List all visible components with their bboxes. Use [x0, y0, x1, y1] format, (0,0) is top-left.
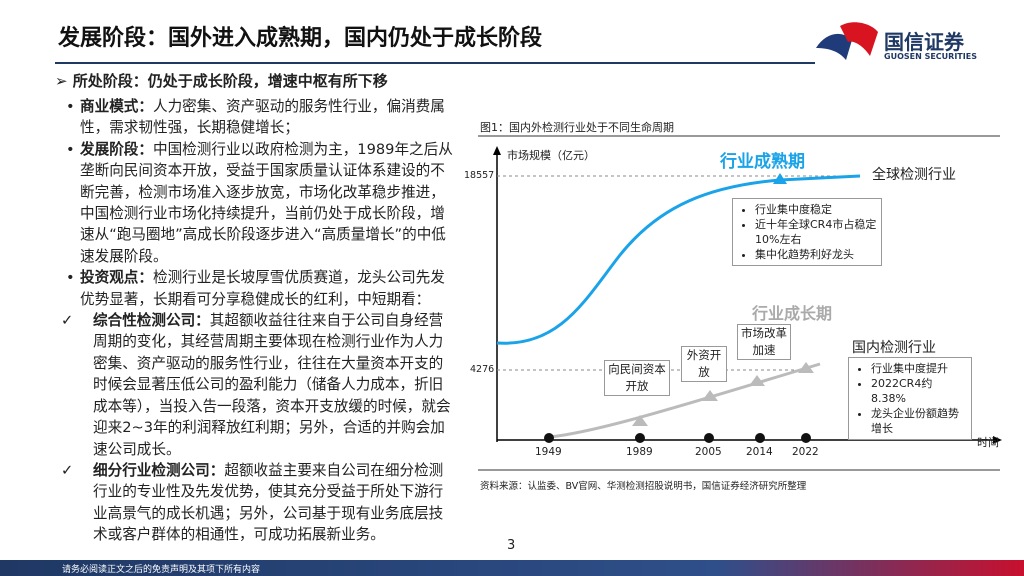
phase-label: 行业成长期 — [752, 304, 833, 323]
paragraph-text: 人力密集、资产驱动的服务性行业，偏消费属性，需求韧性强，长期稳健增长； — [80, 98, 445, 137]
paragraph: ✓ 细分行业检测公司：超额收益主要来自公司在细分检测行业的专业性及先发优势，使其充… — [55, 460, 455, 546]
paragraph: ✓ 综合性检测公司：其超额收益往往来自于公司自身经营周期的变化，其经营周期主要体现… — [55, 310, 455, 460]
y-tick-label: 4276 — [470, 364, 495, 375]
paragraph-text: 中国检测行业以政府检测为主，1989年之后从垄断向民间资本开放，受益于国家质量认… — [80, 140, 453, 265]
logo-text-en: GUOSEN SECURITIES — [884, 52, 977, 61]
phase-label: 行业成熟期 — [720, 152, 805, 172]
text-column: • 商业模式：人力密集、资产驱动的服务性行业，偏消费属性，需求韧性强，长期稳健增长… — [55, 96, 455, 546]
paragraph-label: 综合性检测公司： — [93, 312, 210, 330]
curve-label: 全球检测行业 — [872, 167, 956, 183]
paragraph-text: 其超额收益往往来自于公司自身经营周期的变化，其经营周期主要体现在检测行业作为人力… — [93, 312, 451, 458]
paragraph-label: 投资观点： — [80, 269, 153, 287]
paragraph-label: 发展阶段： — [80, 140, 153, 158]
note: 行业集中度稳定 — [755, 202, 877, 217]
x-axis-label: 时间 — [977, 436, 999, 449]
paragraph-text: 检测行业是长坡厚雪优质赛道，龙头公司先发优势显著，长期看可分享稳健成长的红利，中… — [80, 269, 445, 308]
paragraph-label: 商业模式： — [80, 98, 153, 115]
note: 近十年全球CR4市占稳定10%左右 — [755, 217, 877, 247]
milestone: 向民间资本开放 — [604, 360, 670, 396]
bullet-marker: • — [66, 140, 75, 158]
x-tick-label: 1989 — [626, 446, 653, 458]
disclaimer: 请务必阅读正文之后的免责声明及其项下所有内容 — [62, 565, 261, 575]
curve-label: 国内检测行业 — [852, 340, 936, 356]
bullet-marker: • — [66, 269, 75, 287]
paragraph-text: 超额收益主要来自公司在细分检测行业的专业性及先发优势，使其充分受益于所处下游行业… — [93, 461, 444, 544]
milestone: 外资开放 — [681, 346, 727, 382]
logo-mark — [816, 22, 878, 60]
bullet-marker: ✓ — [61, 461, 74, 479]
heading-text: 所处阶段：仍处于成长阶段，增速中枢有所下移 — [72, 72, 388, 90]
title: 发展阶段：国外进入成熟期，国内仍处于成长阶段 — [58, 26, 543, 51]
note: 龙头企业份额趋势增长 — [871, 406, 967, 436]
logo-text: 国信证券 — [884, 30, 964, 54]
bullet-marker: ✓ — [61, 312, 74, 330]
paragraph: • 投资观点：检测行业是长坡厚雪优质赛道，龙头公司先发优势显著，长期看可分享稳健成… — [55, 267, 455, 310]
page-number: 3 — [507, 538, 516, 553]
note: 集中化趋势利好龙头 — [755, 247, 877, 262]
x-tick-label: 2022 — [792, 446, 819, 458]
notes-box: 行业集中度稳定近十年全球CR4市占稳定10%左右集中化趋势利好龙头 — [732, 198, 882, 266]
note: 行业集中度提升 — [871, 361, 967, 376]
x-tick-label: 1949 — [535, 446, 562, 458]
paragraph: • 商业模式：人力密集、资产驱动的服务性行业，偏消费属性，需求韧性强，长期稳健增长… — [55, 96, 455, 139]
source: 资料来源：认监委、BV官网、华测检测招股说明书，国信证券经济研究所整理 — [480, 481, 807, 492]
milestone: 市场改革加速 — [737, 324, 791, 360]
note: 2022CR4约8.38% — [871, 376, 967, 406]
y-tick-label: 18557 — [464, 170, 495, 181]
figure-caption: 图1：国内外检测行业处于不同生命周期 — [480, 121, 674, 134]
paragraph-label: 细分行业检测公司： — [93, 461, 225, 479]
x-tick-label: 2005 — [695, 446, 722, 458]
footer-bar — [0, 560, 1024, 576]
title-rule — [55, 62, 815, 64]
bullet-marker: • — [66, 98, 75, 115]
notes-box: 行业集中度提升2022CR4约8.38%龙头企业份额趋势增长 — [848, 357, 972, 440]
x-tick-label: 2014 — [746, 446, 773, 458]
paragraph: • 发展阶段：中国检测行业以政府检测为主，1989年之后从垄断向民间资本开放，受益… — [55, 139, 455, 267]
y-axis-label: 市场规模（亿元） — [507, 149, 595, 162]
section-heading: ➢ 所处阶段：仍处于成长阶段，增速中枢有所下移 — [55, 72, 388, 90]
